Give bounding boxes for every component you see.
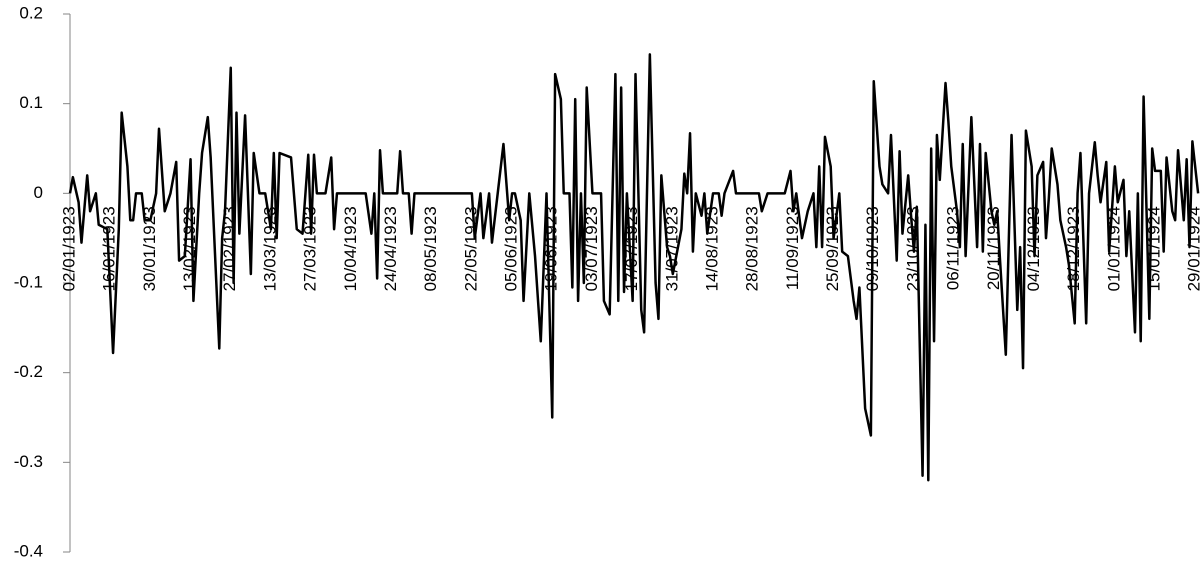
x-tick-label: 08/05/1923 <box>421 206 440 291</box>
data-line <box>68 53 1200 482</box>
y-tick-label: -0.3 <box>14 452 43 471</box>
x-tick-label: 28/08/1923 <box>743 206 762 291</box>
x-tick-label: 03/07/1923 <box>582 206 601 291</box>
x-tick-label: 30/01/1923 <box>140 206 159 291</box>
x-tick-label: 29/01/1924 <box>1185 206 1201 291</box>
x-tick-label: 24/04/1923 <box>381 206 400 291</box>
x-tick-label: 25/09/1923 <box>823 206 842 291</box>
y-tick-label: -0.4 <box>14 541 43 560</box>
x-tick-label: 11/09/1923 <box>783 206 802 290</box>
y-tick-label: 0.2 <box>19 3 43 22</box>
x-tick-label: 05/06/1923 <box>502 206 521 291</box>
y-tick-label: 0.1 <box>19 93 43 112</box>
x-tick-label: 31/07/1923 <box>662 206 681 291</box>
y-tick-label: -0.1 <box>14 272 43 291</box>
x-tick-label: 02/01/1923 <box>59 206 78 291</box>
y-tick-label: -0.2 <box>14 362 43 381</box>
x-tick-label: 27/03/1923 <box>301 206 320 291</box>
x-tick-label: 10/04/1923 <box>341 206 360 291</box>
y-tick-label: 0 <box>34 183 43 202</box>
x-tick-label: 13/03/1923 <box>260 206 279 291</box>
